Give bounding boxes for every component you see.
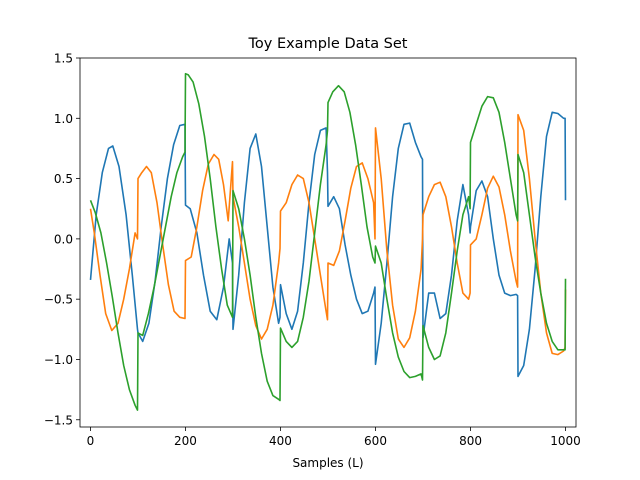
y-tick-label: 1.5 bbox=[54, 52, 73, 66]
y-tick-label: 1.0 bbox=[54, 112, 73, 126]
chart-title: Toy Example Data Set bbox=[247, 36, 407, 52]
y-tick-label: −0.5 bbox=[44, 293, 73, 307]
x-tick-label: 800 bbox=[459, 434, 482, 448]
series-line-2 bbox=[89, 113, 567, 356]
x-tick-label: 400 bbox=[269, 434, 292, 448]
x-axis-label: Samples (L) bbox=[292, 456, 363, 470]
y-axis-ticks: −1.5 −1.0 −0.5 0.0 0.5 1.0 1.5 bbox=[44, 52, 80, 427]
series-line-1 bbox=[89, 111, 567, 378]
plot-lines bbox=[89, 72, 567, 411]
y-tick-label: −1.0 bbox=[44, 353, 73, 367]
series-line-3 bbox=[89, 72, 567, 411]
x-axis-ticks: 0 200 400 600 800 1000 bbox=[87, 427, 581, 448]
y-tick-label: −1.5 bbox=[44, 413, 73, 427]
x-tick-label: 0 bbox=[87, 434, 95, 448]
y-tick-label: 0.0 bbox=[54, 232, 73, 246]
x-tick-label: 200 bbox=[174, 434, 197, 448]
x-tick-label: 600 bbox=[364, 434, 387, 448]
axes-frame bbox=[79, 57, 577, 428]
x-tick-label: 1000 bbox=[550, 434, 581, 448]
y-tick-label: 0.5 bbox=[54, 172, 73, 186]
